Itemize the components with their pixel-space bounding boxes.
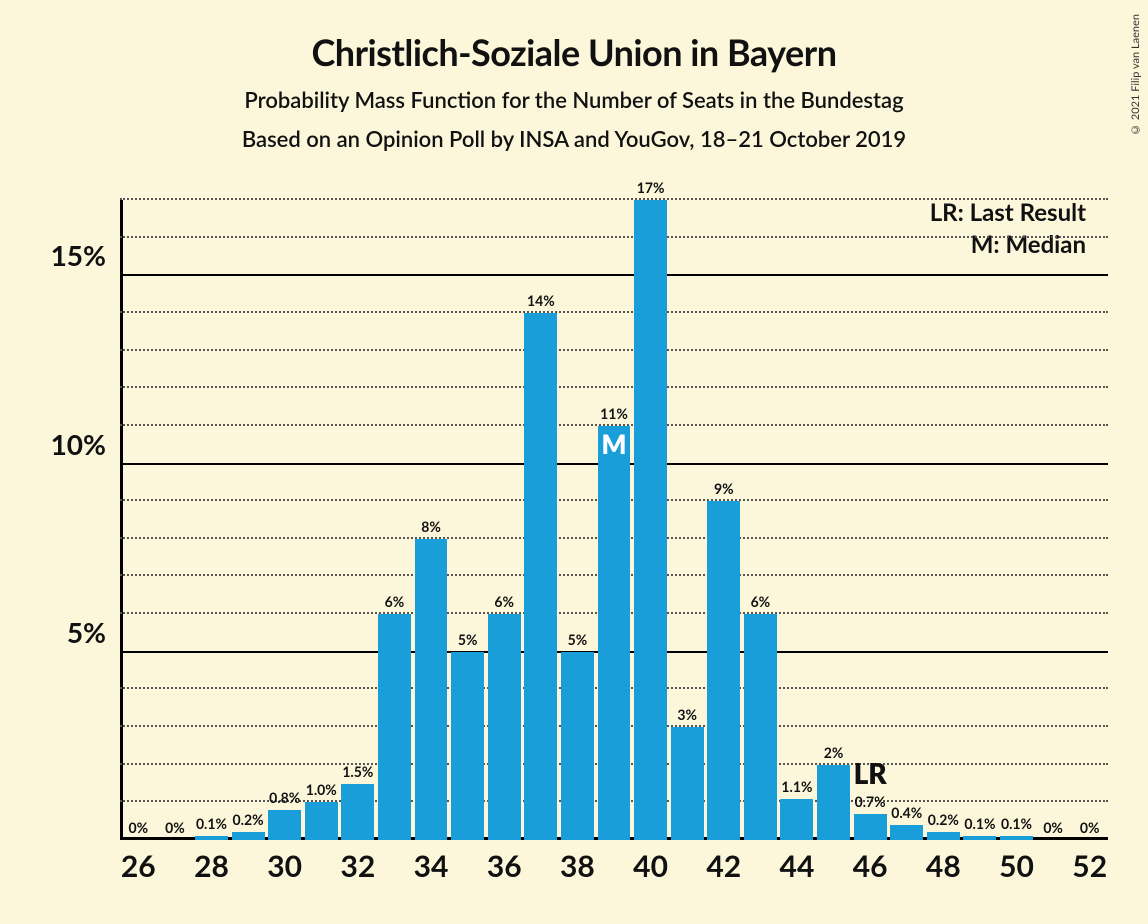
y-tick-label: 5% [6,615,106,649]
bar [671,727,704,840]
gridline-major [120,274,1108,276]
bar [707,501,740,840]
bar [634,200,667,840]
legend-lr: LR: Last Result [930,198,1086,227]
chart-title: Christlich-Soziale Union in Bayern [0,30,1148,74]
gridline-minor [120,198,1108,200]
bar-value-label: 8% [401,518,461,535]
x-tick-label: 50 [982,848,1052,884]
legend-m: M: Median [971,230,1086,259]
x-tick-label: 42 [689,848,759,884]
last-result-marker: LR [854,756,887,790]
bar [488,614,521,840]
x-tick-label: 52 [1055,848,1125,884]
x-tick-label: 26 [103,848,173,884]
bar [232,832,265,840]
bar [415,539,448,840]
y-axis [120,200,123,840]
bar [195,836,228,840]
bar [1000,836,1033,840]
bar [598,426,631,840]
bar [963,836,996,840]
x-tick-label: 34 [396,848,466,884]
bar [378,614,411,840]
copyright-text: © 2021 Filip van Laenen [1129,14,1142,136]
x-tick-label: 38 [542,848,612,884]
bar [927,832,960,840]
bar [524,313,557,840]
bar-value-label: 14% [511,292,571,309]
x-tick-label: 30 [250,848,320,884]
bar [268,810,301,840]
chart-subtitle-1: Probability Mass Function for the Number… [0,86,1148,113]
chart-subtitle-2: Based on an Opinion Poll by INSA and You… [0,125,1148,152]
y-tick-label: 15% [6,238,106,272]
bar [780,799,813,840]
gridline-minor [120,349,1108,351]
bar [561,652,594,840]
x-tick-label: 28 [176,848,246,884]
gridline-minor [120,236,1108,238]
x-tick-label: 48 [908,848,978,884]
x-tick-label: 46 [835,848,905,884]
gridline-minor [120,311,1108,313]
bar-value-label: 9% [694,480,754,497]
bar-value-label: 0% [1060,819,1120,836]
y-tick-label: 10% [6,427,106,461]
x-tick-label: 40 [616,848,686,884]
bar [451,652,484,840]
bar [305,802,338,840]
x-tick-label: 32 [323,848,393,884]
x-tick-label: 44 [762,848,832,884]
bar-value-label: 17% [621,179,681,196]
gridline-minor [120,386,1108,388]
bar [341,784,374,840]
bar [744,614,777,840]
x-tick-label: 36 [469,848,539,884]
chart-titles: Christlich-Soziale Union in Bayern Proba… [0,0,1148,152]
chart-plot-area: LR: Last Result M: Median 5%10%15%0%0%0.… [120,200,1108,840]
bar-value-label: 6% [730,593,790,610]
